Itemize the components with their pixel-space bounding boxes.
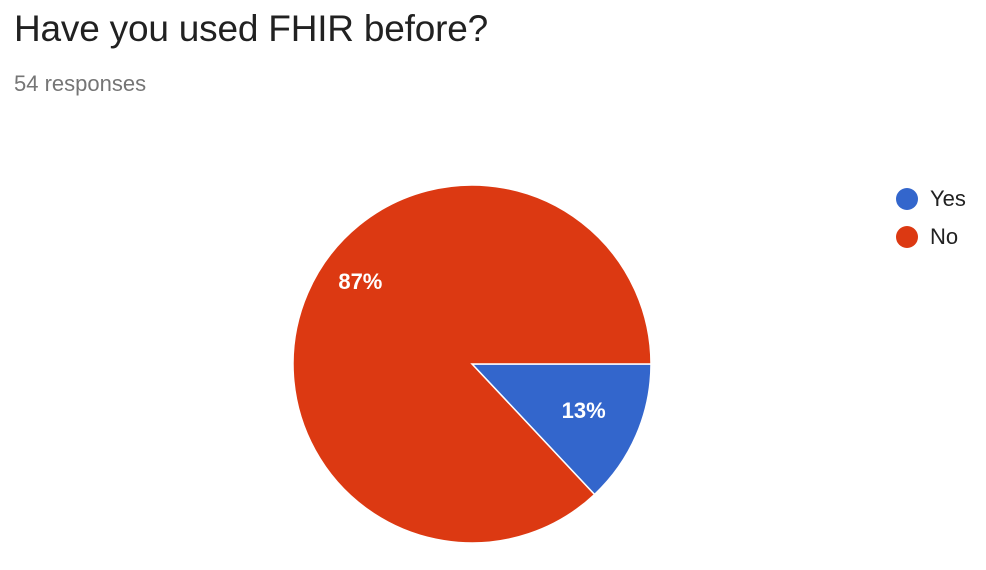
chart-title: Have you used FHIR before? — [14, 8, 488, 49]
legend-label-no: No — [930, 224, 959, 249]
legend-item-no[interactable]: No — [896, 218, 966, 256]
pie-slice-yes[interactable] — [470, 363, 652, 496]
response-count: 54 responses — [14, 71, 147, 96]
legend-swatch-yes — [896, 188, 918, 210]
legend-item-yes[interactable]: Yes — [896, 180, 966, 218]
pie-slice-no[interactable] — [292, 184, 652, 544]
pie-label-yes: 13% — [562, 398, 606, 423]
pie-label-no: 87% — [338, 269, 382, 294]
legend-label-yes: Yes — [930, 186, 966, 211]
chart-legend: Yes No — [896, 180, 966, 256]
legend-swatch-no — [896, 226, 918, 248]
